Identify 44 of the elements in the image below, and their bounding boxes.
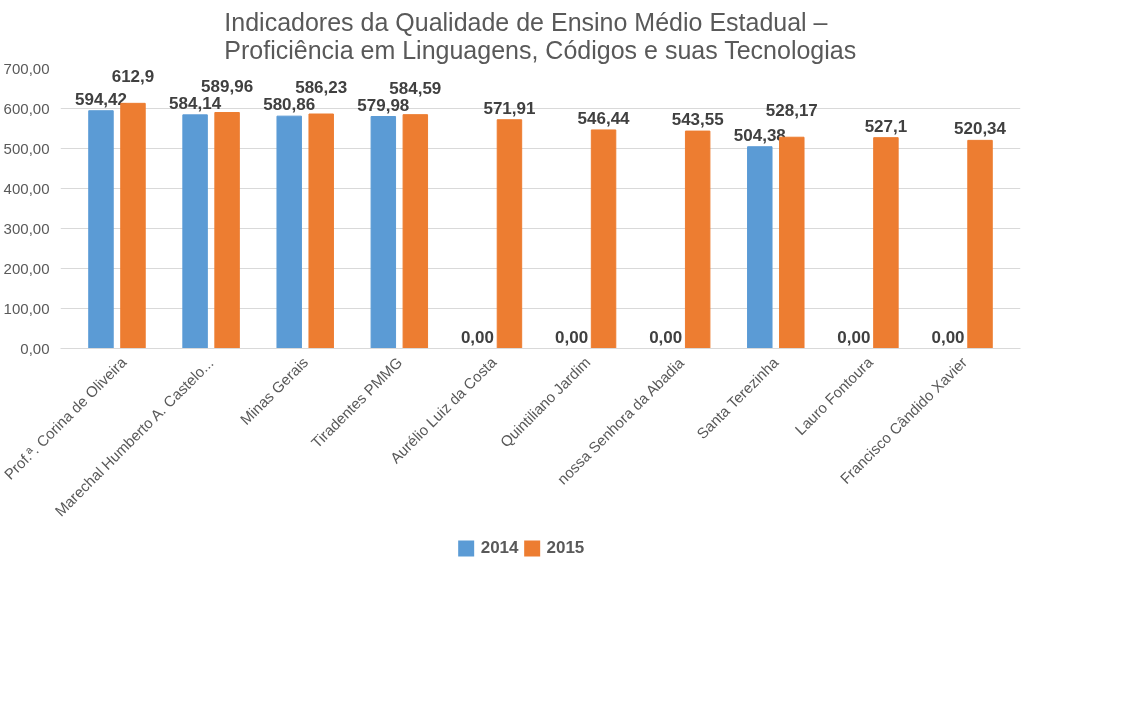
bar — [214, 112, 240, 349]
y-tick-label: 300,00 — [3, 219, 50, 237]
data-label: 520,34 — [954, 119, 1007, 139]
data-label: 527,1 — [864, 116, 908, 136]
y-tick-label: 500,00 — [3, 139, 50, 157]
y-tick-label: 0,00 — [20, 339, 50, 357]
data-label: 612,9 — [111, 67, 155, 87]
data-label: 0,00 — [460, 327, 494, 347]
data-label: 504,38 — [733, 125, 786, 145]
data-label: 579,98 — [357, 95, 410, 115]
y-tick-label: 100,00 — [3, 299, 50, 317]
chart-title: Indicadores da Qualidade de Ensino Médio Estadual – Proficiência em Linguagens, Códigos e suas Tecnologias — [224, 7, 857, 64]
bar — [88, 110, 114, 349]
bar — [182, 114, 208, 349]
bar — [590, 129, 617, 349]
y-tick-label: 700,00 — [3, 59, 50, 77]
data-label: 580,86 — [263, 95, 316, 115]
data-label: 584,14 — [169, 93, 222, 113]
data-label: 594,42 — [74, 89, 127, 109]
data-label: 589,96 — [201, 76, 254, 96]
data-label: 0,00 — [649, 327, 683, 347]
legend-label: 2015 — [546, 538, 585, 558]
y-tick-label: 400,00 — [3, 179, 50, 197]
data-label: 571,91 — [483, 98, 536, 118]
y-tick-label: 600,00 — [3, 99, 50, 117]
data-label: 0,00 — [555, 327, 589, 347]
bar — [276, 115, 302, 349]
data-label: 0,00 — [837, 327, 871, 347]
data-label: 528,17 — [765, 101, 818, 121]
data-label: 0,00 — [931, 327, 965, 347]
bar — [496, 119, 523, 349]
data-label: 584,59 — [389, 78, 442, 98]
bar — [684, 130, 711, 349]
bar — [967, 139, 993, 349]
bar — [370, 116, 397, 349]
data-label: 586,23 — [295, 78, 348, 98]
bar — [873, 137, 899, 349]
legend-label: 2014 — [480, 538, 519, 558]
bar — [402, 114, 429, 349]
bar — [747, 146, 773, 349]
bar — [308, 113, 334, 349]
data-label: 543,55 — [671, 110, 724, 130]
data-label: 546,44 — [577, 108, 631, 128]
y-tick-label: 200,00 — [3, 259, 50, 277]
